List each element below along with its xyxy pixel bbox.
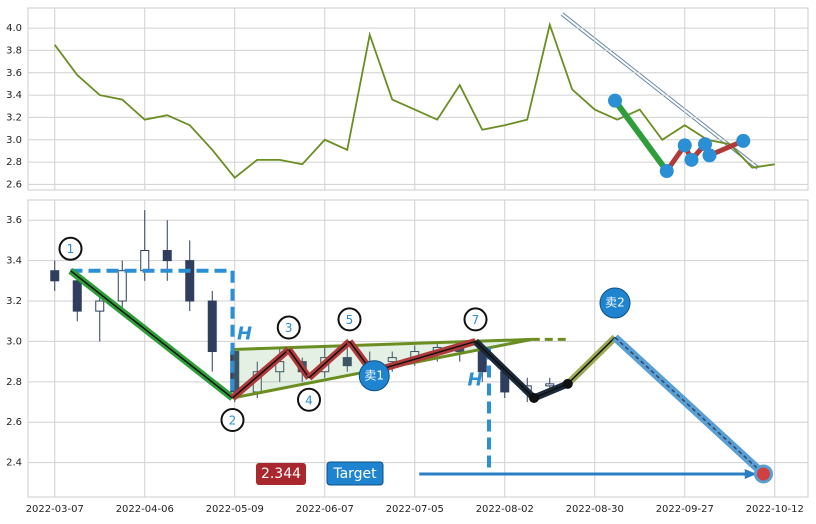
pivot-circle xyxy=(463,307,488,332)
pivot-label: 3 xyxy=(285,321,293,335)
candle-body xyxy=(117,270,127,302)
x-tick-label: 2022-08-30 xyxy=(566,504,624,515)
pattern-leg-core xyxy=(232,348,290,399)
pivot-circle xyxy=(276,315,301,340)
signal-label: 卖1 xyxy=(364,368,384,382)
pivot-circle xyxy=(337,307,362,332)
pivot-circle xyxy=(220,408,245,432)
top-panel xyxy=(27,7,809,191)
candle-body xyxy=(185,260,195,302)
candle-body xyxy=(545,383,555,387)
pivot-label: 2 xyxy=(229,414,237,428)
candle-body xyxy=(207,300,217,353)
x-tick-label: 2022-04-06 xyxy=(116,504,174,515)
signal-marker xyxy=(358,360,390,392)
y-tick-label: 4.0 xyxy=(6,23,22,34)
pattern-dot xyxy=(684,152,699,167)
x-tick-label: 2022-06-07 xyxy=(296,504,354,515)
y-tick-label: 3.4 xyxy=(6,90,22,101)
pattern-leg-core xyxy=(474,340,535,399)
y-tick-label: 3.0 xyxy=(6,336,22,347)
signal-marker xyxy=(599,287,631,319)
candle-body xyxy=(342,357,352,367)
pivot-circle xyxy=(297,387,321,412)
pattern-leg-core xyxy=(288,349,310,379)
pattern-dot xyxy=(698,137,712,152)
x-tick-label: 2022-08-02 xyxy=(476,504,534,515)
x-tick-label: 2022-03-07 xyxy=(26,504,84,515)
pattern-leg xyxy=(612,98,670,173)
pivot-circle xyxy=(58,236,83,261)
y-tick-label: 3.2 xyxy=(6,112,22,123)
y-tick-label: 3.4 xyxy=(6,256,22,267)
pattern-dot xyxy=(677,138,692,153)
pattern-leg-core xyxy=(567,336,616,385)
pattern-leg-core xyxy=(533,383,569,399)
triangle-edge xyxy=(232,337,532,352)
pattern-leg-core xyxy=(308,340,351,379)
target-arrowhead xyxy=(744,468,757,479)
h-label: H xyxy=(237,323,252,344)
x-tick-label: 2022-09-27 xyxy=(656,504,714,515)
pivot-label: 7 xyxy=(472,313,480,327)
target-value-box xyxy=(256,463,306,485)
candle-body xyxy=(140,250,150,272)
x-tick-label: 2022-10-12 xyxy=(746,504,804,515)
y-tick-label: 3.0 xyxy=(6,135,22,146)
x-tick-label: 2022-05-09 xyxy=(206,504,264,515)
y-tick-label: 3.2 xyxy=(6,296,22,307)
target-box xyxy=(326,461,384,486)
pivot-label: 4 xyxy=(305,393,313,407)
pattern-dot xyxy=(736,133,751,148)
target-dot xyxy=(754,464,773,484)
pattern-leg-core xyxy=(371,340,476,373)
y-tick-label: 2.8 xyxy=(6,377,22,388)
y-tick-label: 2.6 xyxy=(6,417,22,428)
pattern-dot xyxy=(608,93,622,108)
y-tick-label: 2.6 xyxy=(6,179,22,190)
candle-body xyxy=(387,357,397,363)
candle-body xyxy=(162,250,172,262)
target-text: Target xyxy=(332,466,377,482)
pivot-dot xyxy=(562,378,573,389)
h-label: H xyxy=(467,370,482,391)
pattern-leg-core xyxy=(614,336,765,475)
price-line xyxy=(54,21,775,179)
pivot-dot xyxy=(529,393,539,403)
y-tick-label: 3.6 xyxy=(6,215,22,226)
target-value: 2.344 xyxy=(261,466,301,482)
pivot-label: 5 xyxy=(346,313,354,327)
pattern-dot xyxy=(659,164,674,179)
y-tick-label: 3.8 xyxy=(6,45,22,56)
bottom-panel xyxy=(27,199,809,498)
pivot-label: 1 xyxy=(67,242,75,256)
candle-body xyxy=(72,280,82,312)
y-tick-label: 2.8 xyxy=(6,157,22,168)
y-tick-label: 2.4 xyxy=(6,458,22,469)
pattern-dot xyxy=(702,148,717,163)
candle-body xyxy=(50,270,60,282)
pattern-leg-core xyxy=(70,270,233,399)
signal-label: 卖2 xyxy=(605,296,625,310)
candle-body xyxy=(95,300,105,312)
y-tick-label: 3.6 xyxy=(6,68,22,79)
x-tick-label: 2022-07-05 xyxy=(386,504,444,515)
